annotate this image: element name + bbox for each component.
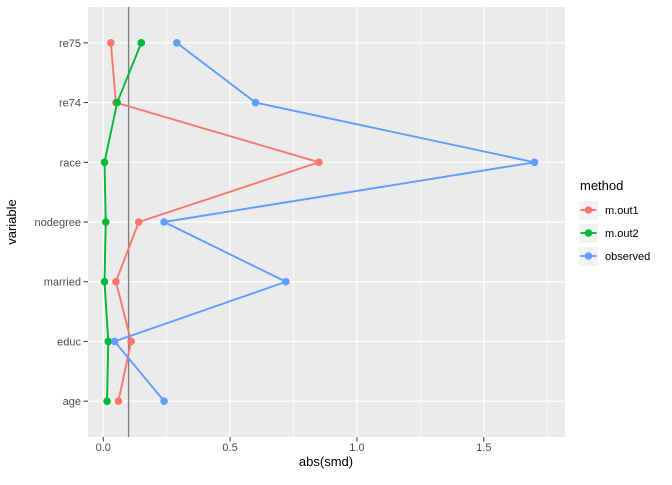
data-point-m.out2-educ [104, 337, 113, 346]
x-tick-label: 1.5 [476, 442, 491, 454]
data-point-m.out1-re75 [107, 39, 115, 47]
data-point-m.out1-nodegree [134, 218, 143, 226]
x-tick-label: 1.0 [349, 442, 364, 454]
y-tick-label-educ: educ [57, 336, 81, 348]
data-point-m.out2-nodegree [101, 218, 110, 226]
data-point-m.out2-re75 [137, 39, 146, 47]
legend-label-m.out1: m.out1 [605, 205, 639, 217]
data-point-m.out2-age [103, 397, 111, 405]
data-point-m.out1-educ [127, 337, 135, 346]
legend-label-m.out2: m.out2 [605, 228, 639, 240]
legend-key-point-observed [584, 252, 593, 260]
data-point-observed-educ [110, 337, 119, 346]
y-tick-label-age: age [63, 396, 81, 408]
data-point-m.out1-age [114, 397, 123, 405]
y-axis-title: variable [4, 199, 19, 245]
x-tick-label: 0.5 [222, 442, 237, 454]
y-tick-label-re74: re74 [59, 98, 81, 110]
legend-key-point-m.out2 [584, 229, 593, 237]
legend-label-observed: observed [605, 251, 650, 263]
x-axis-title: abs(smd) [299, 454, 353, 469]
data-point-observed-nodegree [160, 218, 168, 226]
data-point-observed-married [282, 277, 290, 286]
data-point-observed-race [530, 158, 539, 167]
y-tick-label-married: married [44, 277, 81, 289]
x-tick-label: 0.0 [96, 442, 111, 454]
data-point-observed-re74 [251, 98, 260, 107]
data-point-m.out2-race [100, 158, 109, 167]
data-point-observed-age [160, 397, 168, 405]
legend-key-point-m.out1 [584, 206, 593, 214]
data-point-m.out2-re74 [113, 98, 121, 107]
y-tick-label-re75: re75 [59, 38, 81, 50]
data-point-m.out1-married [112, 277, 120, 286]
y-tick-label-race: race [60, 157, 81, 169]
data-point-m.out2-married [100, 277, 109, 286]
data-point-m.out1-race [315, 158, 323, 167]
y-tick-label-nodegree: nodegree [35, 217, 82, 229]
legend-title: method [580, 178, 623, 193]
data-point-observed-re75 [173, 39, 181, 47]
